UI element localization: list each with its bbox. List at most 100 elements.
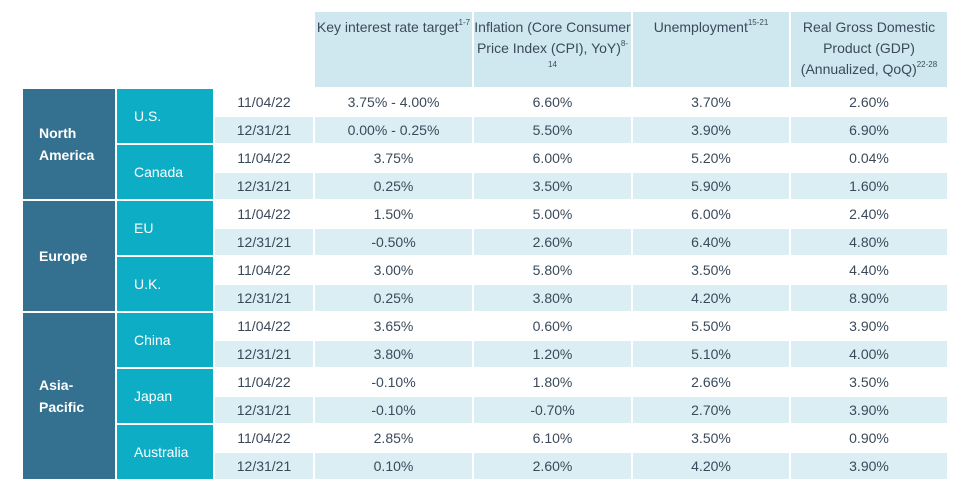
date-cell: 12/31/21 [215,453,313,479]
interest-rate-cell: 3.75% [315,145,472,171]
interest-rate-cell: 2.85% [315,425,472,451]
unemployment-cell: 5.10% [633,341,789,367]
interest-rate-cell: 3.65% [315,313,472,339]
header-footnote: 15-21 [747,18,769,28]
date-cell: 11/04/22 [215,425,313,451]
header-label: Inflation (Core Consumer Price Index (CP… [474,19,631,56]
date-cell: 11/04/22 [215,201,313,227]
unemployment-cell: 2.66% [633,369,789,395]
table-row: Australia 11/04/22 2.85% 6.10% 3.50% 0.9… [23,425,947,479]
country-uk: U.K. [117,257,213,311]
table-row: Europe EU 11/04/22 1.50% 5.00% 6.00% 2.4… [23,201,947,311]
inflation-cell: 6.60% [474,89,631,115]
interest-rate-cell: 3.75% - 4.00% [315,89,472,115]
header-blank-date [215,12,313,87]
interest-rate-cell: 0.25% [315,285,472,311]
interest-rate-cell: -0.10% [315,397,472,423]
table-row: Asia-Pacific China 11/04/22 3.65% 0.60% … [23,313,947,479]
country-us: U.S. [117,89,213,143]
header-label: Key interest rate target [316,19,459,35]
date-cell: 12/31/21 [215,117,313,143]
inflation-cell: 6.10% [474,425,631,451]
gdp-cell: 2.60% [791,89,947,115]
table-row: 12/31/21 -0.50% 2.60% 6.40% 4.80% [23,229,947,255]
interest-rate-cell: 0.10% [315,453,472,479]
header-gdp: Real Gross Domestic Product (GDP) (Annua… [791,12,947,87]
inflation-cell: 5.80% [474,257,631,283]
region-asia-pacific: Asia-Pacific [23,313,115,479]
unemployment-cell: 3.50% [633,425,789,451]
country-china: China [117,313,213,367]
inflation-cell: 5.50% [474,117,631,143]
table-row: 12/31/21 0.10% 2.60% 4.20% 3.90% [23,453,947,479]
inflation-cell: 2.60% [474,229,631,255]
unemployment-cell: 3.50% [633,257,789,283]
header-blank-region [23,12,115,87]
unemployment-cell: 4.20% [633,453,789,479]
inflation-cell: 0.60% [474,313,631,339]
unemployment-cell: 6.00% [633,201,789,227]
interest-rate-cell: 0.25% [315,173,472,199]
country-canada: Canada [117,145,213,199]
gdp-cell: 2.40% [791,201,947,227]
table-row: 12/31/21 3.80% 1.20% 5.10% 4.00% [23,341,947,367]
interest-rate-cell: 3.80% [315,341,472,367]
date-cell: 11/04/22 [215,145,313,171]
header-interest-rate: Key interest rate target1-7 [315,12,472,87]
interest-rate-cell: 1.50% [315,201,472,227]
table-row: 12/31/21 0.25% 3.50% 5.90% 1.60% [23,173,947,199]
country-eu: EU [117,201,213,255]
date-cell: 12/31/21 [215,285,313,311]
table-row: U.K. 11/04/22 3.00% 5.80% 3.50% 4.40% [23,257,947,311]
unemployment-cell: 4.20% [633,285,789,311]
table-row: 12/31/21 0.25% 3.80% 4.20% 8.90% [23,285,947,311]
table-row: 12/31/21 -0.10% -0.70% 2.70% 3.90% [23,397,947,423]
gdp-cell: 4.80% [791,229,947,255]
unemployment-cell: 5.50% [633,313,789,339]
date-cell: 11/04/22 [215,89,313,115]
header-label: Real Gross Domestic Product (GDP) (Annua… [800,19,936,77]
interest-rate-cell: 3.00% [315,257,472,283]
date-cell: 11/04/22 [215,369,313,395]
country-australia: Australia [117,425,213,479]
unemployment-cell: 5.90% [633,173,789,199]
header-inflation: Inflation (Core Consumer Price Index (CP… [474,12,631,87]
table-row: 12/31/21 0.00% - 0.25% 5.50% 3.90% 6.90% [23,117,947,143]
header-footnote: 8-14 [548,39,629,70]
gdp-cell: 1.60% [791,173,947,199]
header-unemployment: Unemployment15-21 [633,12,789,87]
date-cell: 11/04/22 [215,313,313,339]
gdp-cell: 4.00% [791,341,947,367]
table-row: North America U.S. 11/04/22 3.75% - 4.00… [23,89,947,199]
region-north-america: North America [23,89,115,199]
region-europe: Europe [23,201,115,311]
gdp-cell: 6.90% [791,117,947,143]
inflation-cell: 6.00% [474,145,631,171]
unemployment-cell: 6.40% [633,229,789,255]
interest-rate-cell: -0.50% [315,229,472,255]
gdp-cell: 0.04% [791,145,947,171]
date-cell: 12/31/21 [215,173,313,199]
inflation-cell: -0.70% [474,397,631,423]
gdp-cell: 3.50% [791,369,947,395]
country-japan: Japan [117,369,213,423]
unemployment-cell: 2.70% [633,397,789,423]
header-label: Unemployment [653,19,748,35]
unemployment-cell: 3.70% [633,89,789,115]
gdp-cell: 8.90% [791,285,947,311]
gdp-cell: 0.90% [791,425,947,451]
date-cell: 11/04/22 [215,257,313,283]
unemployment-cell: 5.20% [633,145,789,171]
header-footnote: 1-7 [458,18,471,28]
gdp-cell: 3.90% [791,397,947,423]
interest-rate-cell: 0.00% - 0.25% [315,117,472,143]
header-footnote: 22-28 [916,60,938,70]
inflation-cell: 2.60% [474,453,631,479]
date-cell: 12/31/21 [215,229,313,255]
gdp-cell: 3.90% [791,313,947,339]
inflation-cell: 3.80% [474,285,631,311]
table-row: Japan 11/04/22 -0.10% 1.80% 2.66% 3.50% [23,369,947,423]
inflation-cell: 1.80% [474,369,631,395]
unemployment-cell: 3.90% [633,117,789,143]
